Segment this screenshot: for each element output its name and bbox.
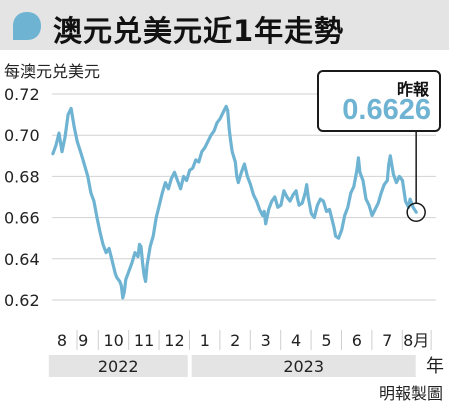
year-label: 2022 — [98, 357, 139, 376]
year-bar — [48, 355, 188, 377]
x-tick-label: 7 — [382, 331, 392, 350]
x-tick-label: 12 — [164, 331, 184, 350]
x-tick-label: 5 — [321, 331, 331, 350]
year-label: 2023 — [283, 357, 324, 376]
latest-point-marker — [406, 202, 426, 222]
y-tick-label: 0.70 — [4, 126, 40, 145]
x-tick-label: 9 — [78, 331, 88, 350]
callout-leader — [406, 132, 426, 222]
series-group — [51, 104, 418, 300]
x-tick-label: 11 — [134, 331, 154, 350]
x-tick-label: 10 — [104, 331, 124, 350]
x-tick-label: 8月 — [403, 331, 429, 350]
x-tick-label: 3 — [261, 331, 271, 350]
series-line — [51, 104, 418, 300]
year-bar — [191, 355, 416, 377]
chart-title: 澳元兑美元近1年走勢 — [53, 14, 345, 48]
y-tick-label: 0.64 — [4, 250, 40, 269]
x-tick-label: 4 — [291, 331, 301, 350]
x-tick-label: 8 — [57, 331, 67, 350]
y-tick-label: 0.66 — [4, 209, 40, 228]
speech-bubble-icon — [13, 12, 41, 40]
x-tick-labels: 8 9 10 11 12 1 2 3 4 5 6 7 8月 — [57, 330, 432, 350]
callout-value: 0.6626 — [342, 94, 431, 126]
x-tick-label: 6 — [352, 331, 362, 350]
callout-label: 昨報 — [396, 80, 429, 99]
y-tick-label: 0.62 — [4, 291, 40, 310]
title-bar: 澳元兑美元近1年走勢 — [0, 0, 449, 50]
source-credit: 明報製圖 — [378, 384, 443, 403]
y-tick-label: 0.72 — [4, 85, 40, 104]
latest-value-callout: 昨報 0.6626 — [317, 70, 441, 132]
x-tick-label: 2 — [230, 331, 240, 350]
y-tick-labels: 0.62 0.64 0.66 0.68 0.70 0.72 — [4, 85, 40, 310]
year-suffix-label: 年 — [426, 356, 444, 377]
y-tick-label: 0.68 — [4, 167, 40, 186]
y-axis-unit-label: 每澳元兑美元 — [4, 62, 101, 81]
year-bars: 2022 2023 — [48, 355, 416, 377]
x-tick-label: 1 — [200, 331, 210, 350]
gridlines — [52, 93, 436, 301]
